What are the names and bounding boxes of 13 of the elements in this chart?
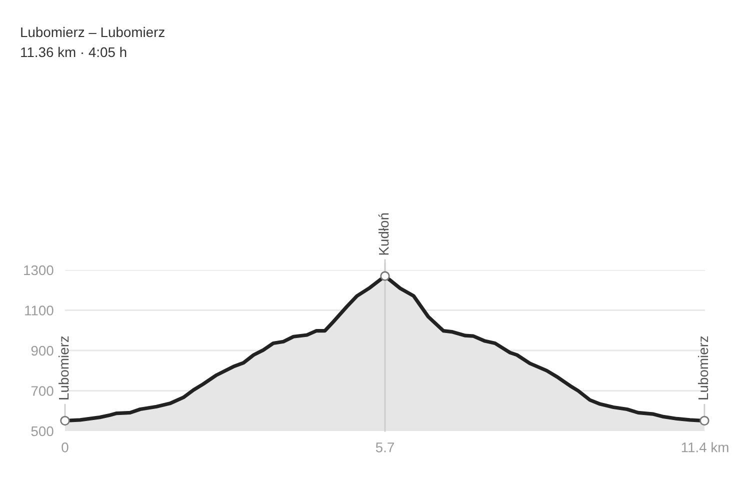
annotation: Lubomierz (698, 336, 708, 400)
y-tick-label: 1100 (25, 306, 54, 316)
x-tick-label: 5.7 (376, 442, 394, 452)
y-tick-label: 700 (31, 386, 54, 396)
x-tick-label: 11.4 km (682, 442, 728, 452)
y-tick-label: 1300 (24, 265, 54, 276)
chart-subtitle: 11.36 km · 4:05 h (21, 46, 126, 58)
annotation: Kudłoń (378, 213, 389, 255)
annotation: Lubomierz (58, 336, 69, 400)
x-tick-label: 0 (62, 442, 68, 452)
y-tick-label: 900 (31, 346, 54, 356)
chart-title: Lubomierz – Lubomierz (21, 26, 164, 38)
y-tick-label: 500 (31, 426, 54, 436)
